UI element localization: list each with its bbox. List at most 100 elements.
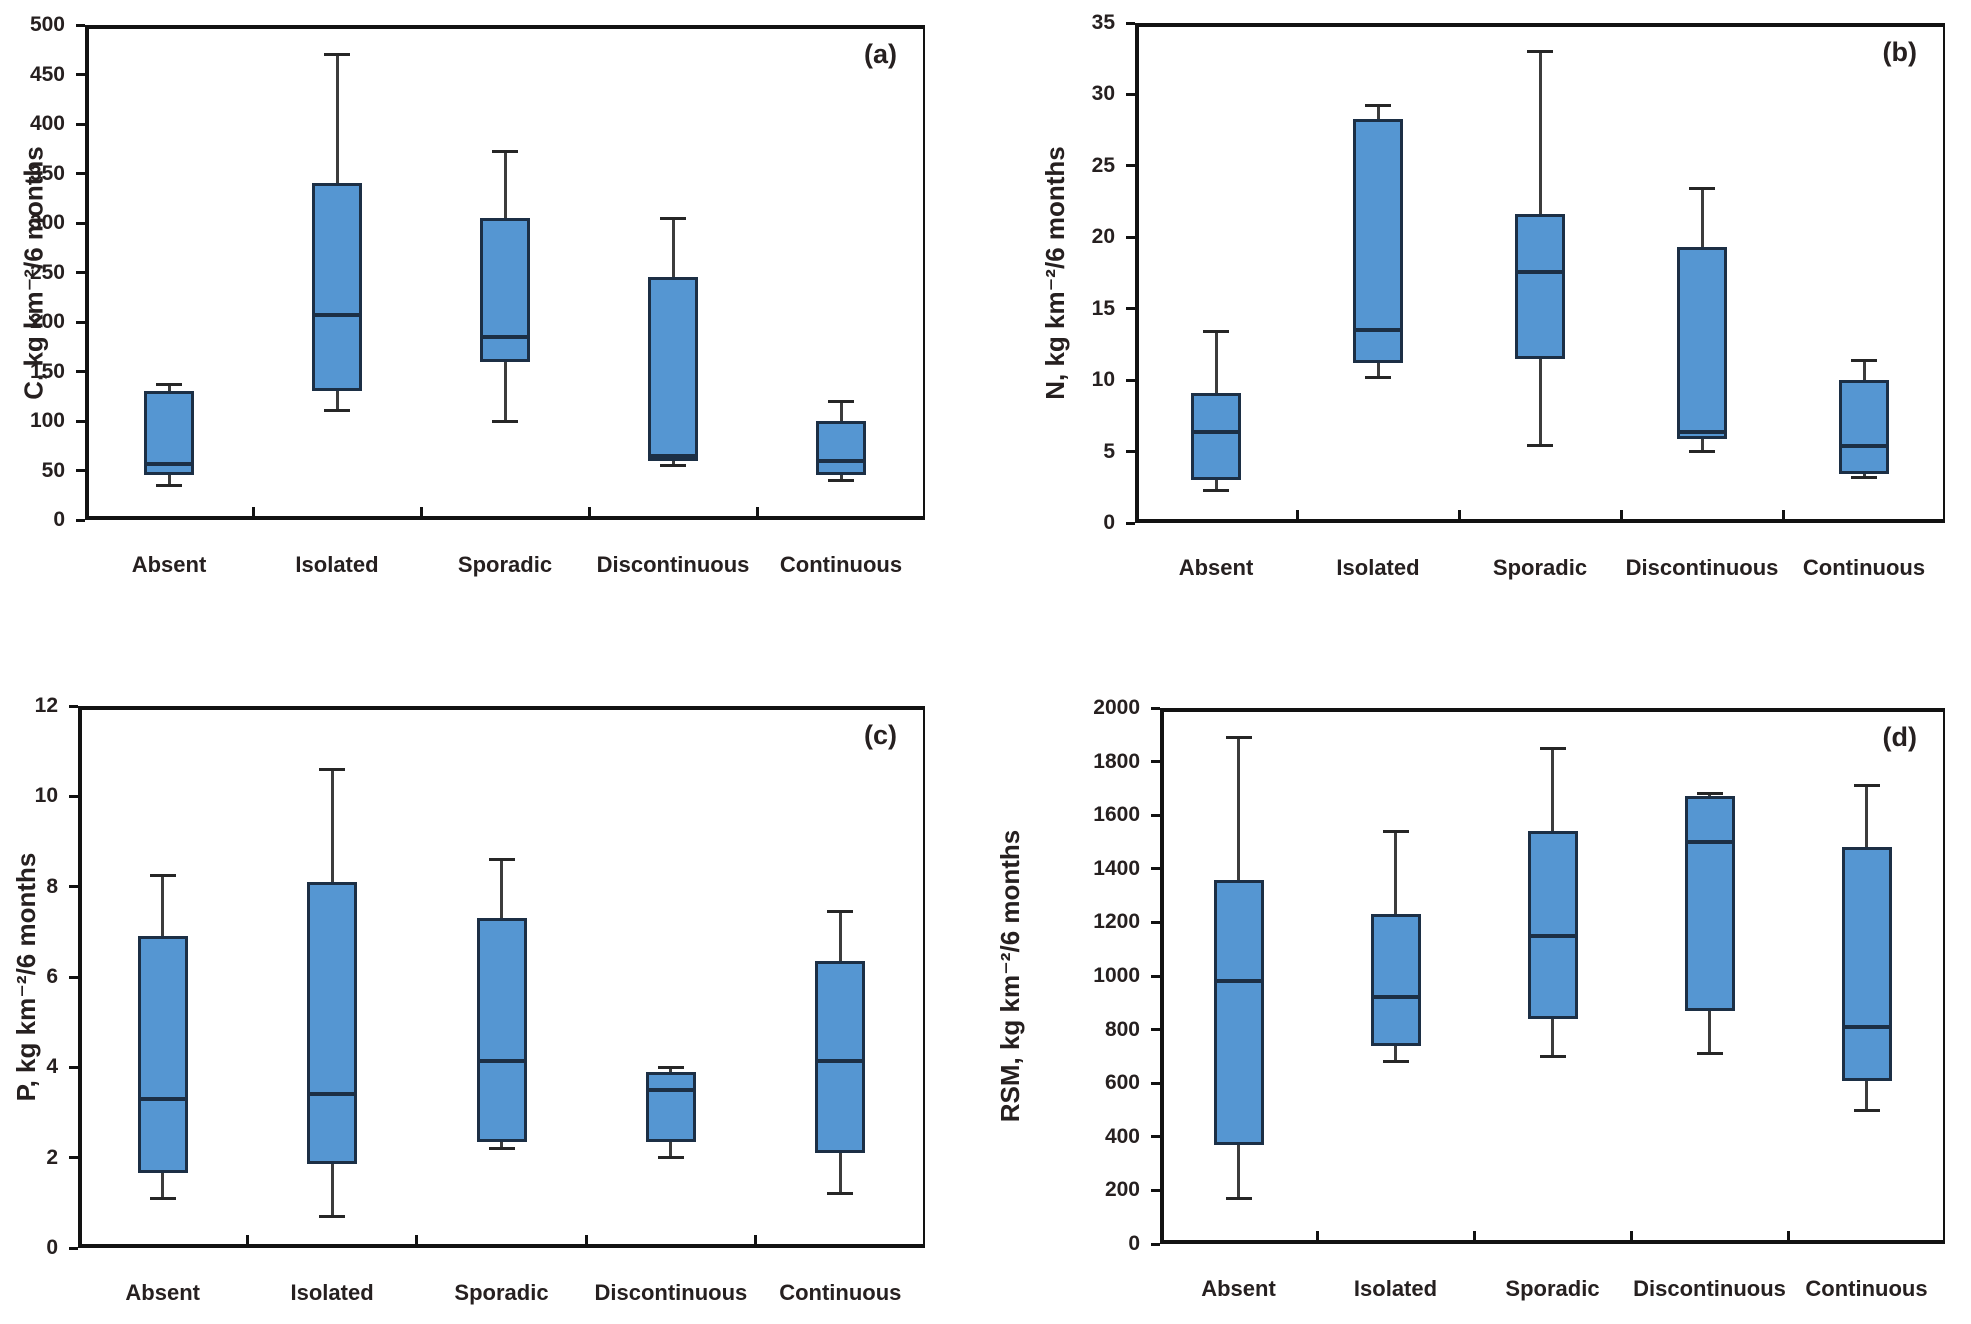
lower-whisker-cap xyxy=(1365,375,1391,379)
x-category-label: Absent xyxy=(1178,555,1254,580)
y-tick-label: 0 xyxy=(53,508,65,531)
box-sporadic xyxy=(1527,831,1578,1019)
x-category-label: Absent xyxy=(125,1280,200,1305)
upper-whisker-cap xyxy=(324,53,350,57)
box-continuous xyxy=(1841,847,1892,1081)
upper-whisker xyxy=(330,769,334,883)
upper-whisker-cap xyxy=(156,382,182,386)
x-axis-tick xyxy=(1472,1231,1476,1244)
box-isolated xyxy=(307,882,358,1165)
median-line xyxy=(1515,269,1565,274)
y-tick-label: 0 xyxy=(46,1236,58,1259)
y-tick-label: 8 xyxy=(46,874,58,898)
x-category-label: Sporadic xyxy=(1492,555,1588,580)
upper-whisker-cap xyxy=(492,150,518,154)
y-axis-tick xyxy=(76,518,85,522)
median-line xyxy=(1677,429,1727,434)
y-axis-tick xyxy=(76,221,85,225)
lower-whisker xyxy=(330,1164,334,1217)
x-category-label: Sporadic xyxy=(454,1280,549,1305)
lower-whisker xyxy=(161,1173,165,1199)
panel-letter: (b) xyxy=(1882,37,1917,67)
box-isolated xyxy=(1370,914,1421,1046)
y-tick-label: 10 xyxy=(1091,368,1115,392)
upper-whisker xyxy=(1865,785,1868,848)
y-axis-tick xyxy=(1151,760,1160,764)
median-line xyxy=(1213,979,1264,984)
lower-whisker-cap xyxy=(488,1147,515,1151)
y-axis-tick xyxy=(1126,378,1135,382)
median-line xyxy=(1370,995,1421,1000)
y-tick-label: 200 xyxy=(29,310,65,333)
y-axis-tick xyxy=(69,704,78,708)
y-axis-tick xyxy=(1151,1028,1160,1032)
box-isolated xyxy=(312,183,362,392)
upper-whisker xyxy=(1551,748,1554,832)
box-discontinuous xyxy=(645,1071,696,1142)
lower-whisker xyxy=(1700,438,1704,452)
y-axis-tick xyxy=(69,794,78,798)
median-line xyxy=(1527,933,1578,938)
y-tick-label: 100 xyxy=(29,409,65,432)
y-axis-tick xyxy=(76,419,85,423)
upper-whisker xyxy=(1700,188,1704,248)
upper-whisker-cap xyxy=(319,767,346,771)
median-line xyxy=(816,458,866,463)
upper-whisker-cap xyxy=(488,858,515,862)
x-axis-tick xyxy=(245,1235,249,1248)
y-tick-label: 0 xyxy=(1128,1232,1140,1255)
median-line xyxy=(480,334,530,339)
y-axis-tick xyxy=(1151,706,1160,710)
median-line xyxy=(1839,443,1889,448)
upper-whisker-cap xyxy=(1853,784,1880,788)
y-axis-tick xyxy=(76,271,85,274)
median-line xyxy=(312,313,362,318)
box-sporadic xyxy=(480,218,530,362)
x-category-label: Discontinuous xyxy=(1625,555,1779,580)
upper-whisker-cap xyxy=(1689,187,1715,191)
x-category-label: Isolated xyxy=(295,552,379,577)
box-absent xyxy=(137,936,188,1174)
median-line xyxy=(645,1087,696,1092)
y-axis-tick xyxy=(76,469,85,472)
lower-whisker xyxy=(839,475,843,481)
x-axis-tick xyxy=(419,507,423,520)
x-axis-tick xyxy=(755,507,759,520)
y-axis-tick xyxy=(69,1246,78,1250)
y-tick-label: 1000 xyxy=(1093,964,1140,987)
y-tick-label: 600 xyxy=(1104,1071,1140,1095)
median-line xyxy=(1841,1024,1892,1029)
y-tick-label: 150 xyxy=(29,359,65,383)
box-absent xyxy=(1191,393,1241,481)
x-category-label: Absent xyxy=(1201,1276,1276,1301)
y-axis-title: N, kg km⁻²/6 months xyxy=(1040,146,1070,400)
y-tick-label: 15 xyxy=(1091,296,1115,320)
median-line xyxy=(476,1058,527,1063)
upper-whisker-cap xyxy=(1527,50,1553,54)
x-category-label: Sporadic xyxy=(1505,1276,1600,1301)
box-discontinuous xyxy=(1677,247,1727,439)
y-axis-tick xyxy=(1126,92,1135,96)
y-tick-label: 300 xyxy=(29,211,65,234)
lower-whisker-cap xyxy=(324,408,350,412)
x-axis-tick xyxy=(1457,510,1461,523)
x-axis-tick xyxy=(1295,510,1299,523)
y-tick-label: 12 xyxy=(34,694,58,717)
y-axis-tick xyxy=(1151,920,1160,924)
lower-whisker xyxy=(1551,1018,1554,1057)
lower-whisker-cap xyxy=(319,1214,346,1218)
panel-letter: (a) xyxy=(864,39,897,69)
median-line xyxy=(815,1058,866,1063)
box-absent xyxy=(144,391,194,476)
median-line xyxy=(648,453,698,458)
lower-whisker-cap xyxy=(1527,444,1553,448)
y-tick-label: 20 xyxy=(1091,225,1115,249)
x-axis-tick xyxy=(1619,510,1623,523)
box-absent xyxy=(1213,879,1264,1145)
x-axis-tick xyxy=(754,1235,758,1248)
y-tick-label: 800 xyxy=(1104,1017,1140,1041)
y-axis-tick xyxy=(1126,164,1135,168)
upper-whisker xyxy=(839,401,843,421)
upper-whisker-cap xyxy=(827,910,854,913)
